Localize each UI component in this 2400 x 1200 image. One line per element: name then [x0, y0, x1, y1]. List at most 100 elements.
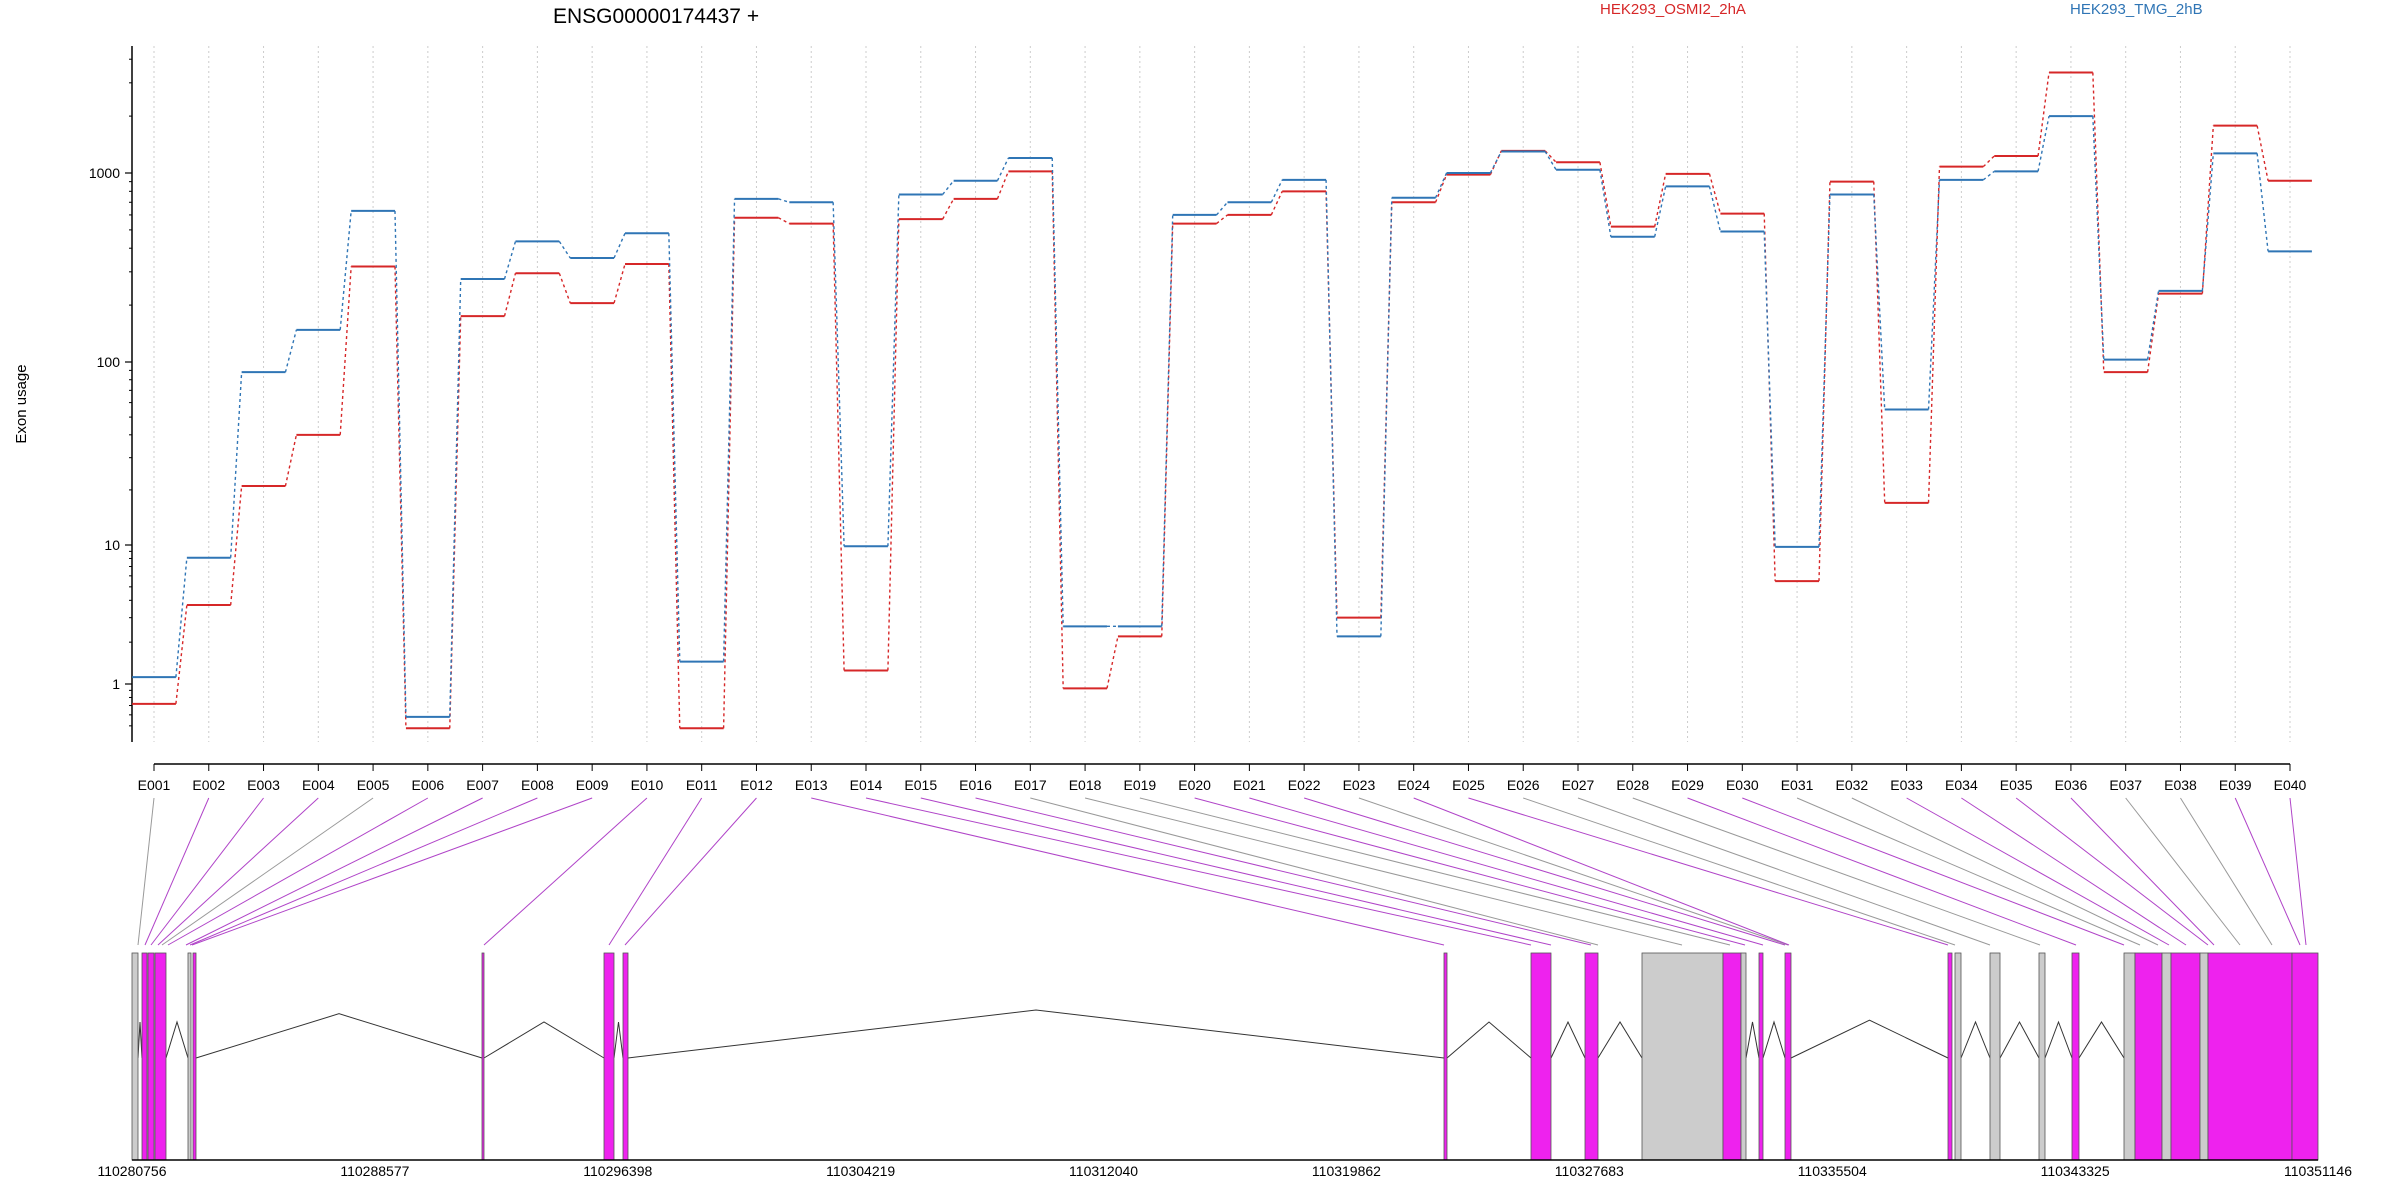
- x-tick-label-E036: E036: [2055, 777, 2088, 793]
- exon-connector: [1577, 797, 1991, 946]
- exon-box-significant: [147, 952, 155, 1161]
- x-tick-label-E010: E010: [631, 777, 664, 793]
- series-1-connector: [1051, 171, 1064, 689]
- x-tick-label-E025: E025: [1452, 777, 1485, 793]
- coordinate-label: 110304219: [826, 1163, 895, 1179]
- x-tick-label-E031: E031: [1781, 777, 1814, 793]
- series-1-connector: [1653, 173, 1667, 227]
- exon-connector: [157, 797, 319, 946]
- series-1-connector: [175, 604, 188, 704]
- x-tick-label-E005: E005: [357, 777, 390, 793]
- exon-connector: [1030, 797, 1599, 946]
- series-2-connector: [668, 233, 681, 662]
- exon-connector: [1523, 797, 1956, 946]
- series-1-connector: [2146, 293, 2160, 373]
- x-tick-label-E037: E037: [2109, 777, 2142, 793]
- series-1-connector: [668, 263, 681, 729]
- exon-connector: [189, 797, 538, 946]
- x-tick-label-E021: E021: [1233, 777, 1266, 793]
- exon-connector: [624, 797, 757, 946]
- series-2-connector: [1763, 231, 1776, 547]
- x-tick-label-E002: E002: [192, 777, 225, 793]
- y-tick-label: 100: [97, 354, 121, 370]
- series-2-connector: [558, 240, 571, 259]
- x-tick-label-E030: E030: [1726, 777, 1759, 793]
- series-1-connector: [229, 485, 243, 606]
- exon-box-significant: [1947, 952, 1953, 1161]
- coordinate-label: 110327683: [1555, 1163, 1624, 1179]
- x-tick-label-E011: E011: [686, 777, 718, 793]
- series-1-connector: [996, 171, 1010, 200]
- y-axis-label: Exon usage: [13, 364, 30, 443]
- x-tick-label-E023: E023: [1343, 777, 1376, 793]
- series-1-connector: [1216, 214, 1228, 225]
- series-2-connector: [1873, 194, 1886, 410]
- x-tick-label-E006: E006: [411, 777, 444, 793]
- x-tick-label-E003: E003: [247, 777, 280, 793]
- exon-connector: [1961, 797, 2187, 946]
- series-1-connector: [1544, 150, 1557, 163]
- series-1-connector: [832, 223, 845, 671]
- exon-connector: [1084, 797, 1683, 946]
- exon-connector: [1304, 797, 1786, 946]
- exon-connector: [2180, 797, 2273, 946]
- series-1-connector: [339, 266, 352, 435]
- exon-box: [187, 952, 192, 1161]
- exon-box-significant: [141, 952, 148, 1161]
- series-2-connector: [1927, 179, 1941, 410]
- intron-line: [1960, 1020, 1991, 1059]
- series-2-connector: [1982, 170, 1995, 181]
- series-2-connector: [778, 198, 790, 203]
- series-1-connector: [722, 217, 736, 729]
- x-tick-label-E024: E024: [1397, 777, 1430, 793]
- intron-line: [137, 1021, 143, 1059]
- exon-connector: [1413, 797, 1790, 946]
- x-tick-label-E014: E014: [850, 777, 883, 793]
- intron-line: [1762, 1020, 1786, 1059]
- exon-box: [1954, 952, 1962, 1161]
- exon-connector: [1687, 797, 2077, 946]
- exon-box-significant: [622, 952, 629, 1161]
- exon-connector: [1468, 797, 1949, 946]
- intron-line: [2044, 1020, 2073, 1059]
- exon-connector: [1249, 797, 1764, 946]
- gene-model: [131, 952, 2319, 1161]
- series-1-connector: [887, 219, 900, 671]
- coordinate-label: 110312040: [1069, 1163, 1138, 1179]
- exon-connectors: [137, 797, 2307, 946]
- exon-connector: [150, 797, 264, 946]
- exon-connector: [2015, 797, 2209, 946]
- series-2-connector: [284, 329, 298, 373]
- exon-box: [2038, 952, 2046, 1161]
- x-tick-label-E028: E028: [1616, 777, 1649, 793]
- series-2-connector: [2146, 290, 2160, 360]
- intron-line: [195, 1013, 483, 1059]
- series-1: [132, 71, 2312, 730]
- exon-box-significant: [192, 952, 197, 1161]
- intron-line: [483, 1021, 605, 1059]
- exon-connector: [811, 797, 1445, 946]
- series-1-connector: [284, 434, 298, 487]
- intron-line: [613, 1021, 624, 1059]
- series-1-connector: [1489, 150, 1502, 175]
- exon-box-significant: [2207, 952, 2293, 1161]
- series-2-connector: [2092, 116, 2105, 360]
- series-2-connector: [1051, 158, 1064, 627]
- series-2-connector: [1599, 169, 1612, 237]
- legend-entry-series-1: HEK293_OSMI2_2hA: [1600, 1, 1746, 18]
- x-tick-label-E004: E004: [302, 777, 335, 793]
- series-2-connector: [503, 241, 517, 280]
- exon-box-significant: [1530, 952, 1552, 1161]
- intron-line: [627, 1009, 1445, 1059]
- x-tick-label-E020: E020: [1178, 777, 1211, 793]
- series-2-connector: [996, 157, 1010, 182]
- intron-line: [1790, 1019, 1949, 1059]
- series-1-connector: [1434, 174, 1448, 203]
- x-tick-label-E038: E038: [2164, 777, 2197, 793]
- exon-box: [1641, 952, 1724, 1161]
- x-tick-label-E017: E017: [1014, 777, 1047, 793]
- series-2-connector: [887, 194, 900, 547]
- coordinate-label: 110319862: [1312, 1163, 1381, 1179]
- x-tick-label-E022: E022: [1288, 777, 1321, 793]
- series-1-connector: [778, 217, 790, 225]
